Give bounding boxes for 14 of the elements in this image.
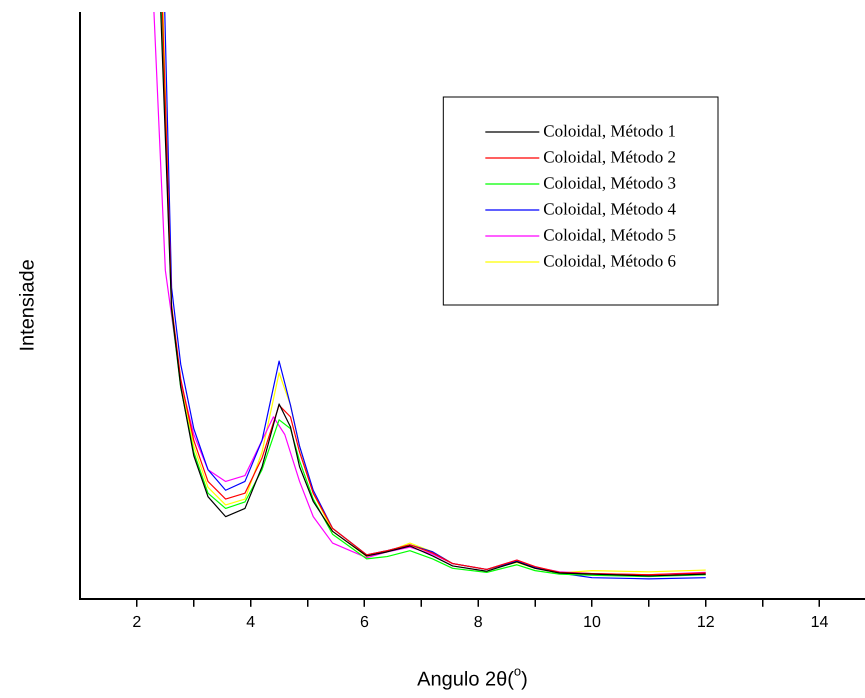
y-axis-title: Intensiade: [16, 259, 39, 352]
legend-label: Coloidal, Método 1: [543, 121, 676, 140]
x-tick-label: 4: [246, 614, 256, 631]
legend-label: Coloidal, Método 6: [543, 251, 676, 270]
x-tick-label: 14: [810, 614, 828, 631]
legend-label: Coloidal, Método 5: [543, 225, 676, 244]
x-tick-label: 10: [583, 614, 601, 631]
legend-label: Coloidal, Método 2: [543, 147, 676, 166]
x-tick-label: 8: [474, 614, 483, 631]
x-tick-label: 2: [132, 614, 142, 631]
x-tick-label: 12: [696, 614, 715, 631]
legend-label: Coloidal, Método 3: [543, 173, 676, 192]
x-tick-label: 6: [360, 614, 369, 631]
legend-label: Coloidal, Método 4: [543, 199, 676, 218]
